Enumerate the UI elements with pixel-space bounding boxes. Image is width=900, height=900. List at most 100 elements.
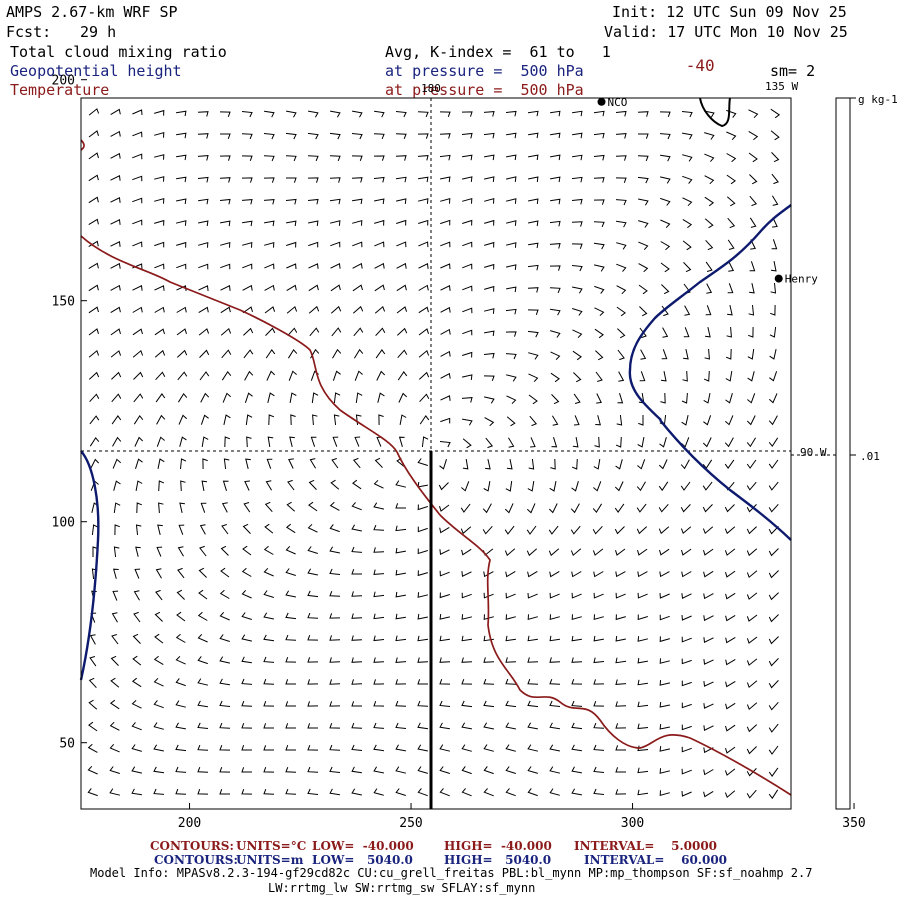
wind-barb (505, 176, 517, 182)
wind-barb (724, 548, 736, 556)
wind-barb (725, 614, 736, 622)
wind-barb (594, 285, 605, 294)
wind-barb (308, 501, 318, 512)
wind-barb (132, 633, 141, 644)
wind-barb (593, 679, 605, 685)
wind-barb (177, 546, 184, 557)
wind-barb (398, 436, 405, 447)
wind-barb (462, 459, 469, 470)
wind-barb (771, 239, 778, 250)
wind-barb (724, 437, 734, 448)
wind-barb (242, 284, 253, 291)
wind-barb (263, 567, 274, 577)
wind-barb (746, 614, 758, 622)
wind-barb (395, 176, 407, 183)
wind-barb (462, 285, 473, 292)
wind-barb (155, 568, 162, 579)
wind-barb (242, 220, 253, 227)
wind-barb (219, 767, 231, 773)
wind-barb (264, 284, 275, 291)
wind-barb (484, 330, 495, 337)
wind-barb (219, 155, 231, 161)
wind-barb (376, 436, 383, 447)
wind-barb (439, 526, 450, 534)
wind-barb (219, 634, 230, 642)
wind-barb (615, 177, 627, 183)
wind-barb (373, 569, 385, 575)
wind-barb (505, 766, 516, 774)
wind-barb (285, 745, 296, 751)
wind-barb (461, 722, 472, 730)
wind-barb (263, 678, 275, 685)
wind-barb (704, 110, 715, 118)
wind-barb (615, 155, 627, 161)
wind-barb (528, 220, 539, 227)
wind-barb (198, 198, 209, 205)
wind-barb (572, 286, 583, 294)
wind-barb (483, 396, 495, 404)
wind-barb (746, 789, 757, 799)
wind-barb (550, 154, 561, 161)
wind-barb (377, 392, 385, 403)
wind-barb (307, 745, 319, 751)
wind-barb (528, 394, 538, 405)
wind-barb (659, 768, 671, 774)
wind-barb (593, 657, 605, 664)
wind-barb (639, 371, 646, 382)
wind-barb (176, 611, 186, 622)
wind-barb (241, 767, 252, 773)
wind-barb (768, 592, 779, 601)
wind-barb (461, 111, 473, 117)
wind-barb (396, 327, 408, 336)
wind-barb (659, 133, 671, 140)
wind-barb (353, 348, 364, 359)
wind-barb (439, 679, 451, 685)
wind-barb (395, 613, 406, 620)
wind-barb (728, 261, 735, 272)
wind-barb (681, 746, 692, 753)
wind-barb (131, 677, 142, 688)
wind-barb (747, 393, 756, 404)
wind-barb (154, 328, 165, 336)
wind-barb (724, 768, 736, 776)
wind-barb (461, 744, 472, 752)
wind-barb (659, 658, 670, 664)
wind-barb (109, 721, 120, 731)
wind-barb (263, 199, 275, 205)
wind-barb (771, 195, 779, 206)
wind-barb (505, 700, 517, 708)
wind-barb (177, 392, 188, 403)
wind-barb (725, 724, 736, 732)
wind-barb (549, 679, 561, 685)
wind-barb (417, 657, 429, 663)
wind-barb (504, 525, 515, 535)
wind-barb (506, 459, 513, 470)
wind-barb (593, 722, 605, 729)
wind-barb (462, 241, 473, 248)
wind-barb (418, 328, 429, 336)
wind-barb (265, 327, 276, 336)
wind-barb (684, 305, 691, 316)
wind-barb (659, 790, 670, 796)
wind-barb (615, 657, 627, 664)
wind-barb (659, 111, 671, 117)
wind-barb (307, 723, 318, 729)
wind-barb (571, 766, 582, 774)
wind-barb (527, 264, 539, 271)
wind-barb (527, 678, 539, 685)
wind-barb (201, 436, 209, 447)
wind-barb (308, 284, 319, 292)
wind-barb (637, 636, 649, 642)
wind-barb (176, 110, 187, 117)
wind-barb (286, 110, 297, 118)
wind-barb (505, 614, 516, 620)
wind-barb (329, 220, 341, 226)
wind-barb (131, 788, 142, 796)
wind-barb (200, 502, 207, 513)
wind-barb (596, 393, 602, 404)
temperature-pressure-level: at pressure = 500 hPa (385, 81, 584, 99)
wind-barb (571, 679, 583, 685)
wind-barb (550, 110, 561, 117)
wind-barb (549, 657, 561, 663)
wind-barb (483, 176, 495, 182)
